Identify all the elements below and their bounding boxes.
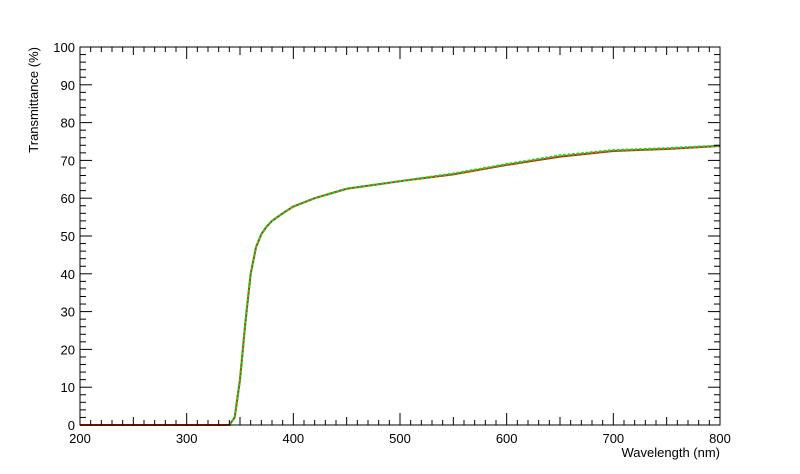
y-tick-label: 50 xyxy=(61,229,75,244)
series-line-1 xyxy=(80,145,721,426)
y-tick-label: 0 xyxy=(68,418,75,433)
series-layer xyxy=(80,144,721,426)
y-axis-title: Transmittance (%) xyxy=(26,47,41,153)
x-tick-label: 800 xyxy=(709,431,731,446)
axis-layer xyxy=(79,46,721,426)
y-tick-label: 90 xyxy=(61,78,75,93)
x-tick-label: 400 xyxy=(282,431,304,446)
y-tick-label: 100 xyxy=(53,40,75,55)
y-tick-label: 10 xyxy=(61,380,75,395)
x-tick-label: 200 xyxy=(69,431,91,446)
y-tick-label: 30 xyxy=(61,305,75,320)
x-tick-label: 700 xyxy=(602,431,624,446)
label-layer: 200 300 400 500 600 700 800 0 10 20 30 40 50 60 70 80 90… xyxy=(53,40,731,446)
series-line-2 xyxy=(228,144,721,426)
y-tick-label: 20 xyxy=(61,342,75,357)
y-tick-label: 40 xyxy=(61,267,75,282)
x-tick-label: 500 xyxy=(389,431,411,446)
y-tick-label: 80 xyxy=(61,116,75,131)
x-axis-title: Wavelength (nm) xyxy=(622,445,721,460)
y-tick-label: 60 xyxy=(61,191,75,206)
x-tick-label: 300 xyxy=(176,431,198,446)
tick-layer xyxy=(79,46,721,426)
plot-frame xyxy=(79,46,721,426)
x-tick-label: 600 xyxy=(496,431,518,446)
y-tick-label: 70 xyxy=(61,153,75,168)
